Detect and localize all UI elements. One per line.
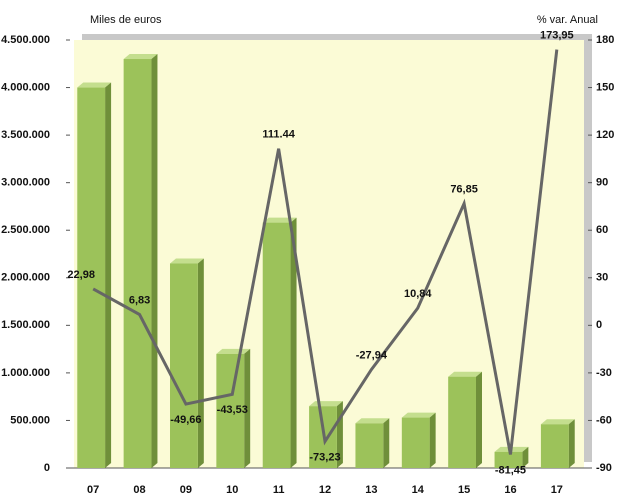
y2-tick-label: -30 (596, 367, 612, 379)
x-tick-label: 17 (551, 484, 563, 496)
y2-tick-label: 30 (596, 272, 608, 284)
y2-axis-title: % var. Anual (537, 14, 598, 26)
bar-top (77, 82, 112, 88)
bar-top (123, 54, 158, 60)
data-label: -43,53 (217, 404, 248, 416)
bar (77, 87, 106, 469)
bar-side (429, 412, 436, 468)
bar (170, 263, 198, 468)
bar-side (244, 348, 251, 468)
y-tick-label: 1.500.000 (1, 319, 50, 331)
bar (123, 59, 152, 469)
y-tick-label: 4.500.000 (1, 34, 50, 46)
data-label: -49,66 (170, 414, 201, 426)
y2-tick-label: 120 (596, 129, 614, 141)
bar-side (151, 54, 158, 469)
bar (448, 376, 476, 468)
bar-side (522, 446, 529, 468)
y-tick-label: 500.000 (10, 414, 50, 426)
bar (355, 423, 384, 468)
y-tick-label: 3.500.000 (1, 129, 50, 141)
y2-tick-label: -90 (596, 462, 612, 474)
bar (216, 353, 245, 468)
x-tick-label: 16 (504, 484, 516, 496)
data-label: 6,83 (129, 294, 150, 306)
x-tick-label: 11 (273, 484, 285, 496)
bar-top (355, 418, 390, 424)
y2-tick-label: 180 (596, 34, 614, 46)
data-label: -27,94 (356, 350, 388, 362)
data-label: 76,85 (450, 183, 478, 195)
bar-top (401, 412, 436, 418)
data-label: 10,84 (404, 288, 432, 300)
bar-top (170, 258, 204, 264)
y2-tick-label: 90 (596, 177, 608, 189)
bar (262, 222, 291, 468)
x-tick-label: 08 (133, 484, 145, 496)
data-label: -73,23 (309, 451, 340, 463)
y2-tick-label: 150 (596, 81, 614, 93)
y2-tick-label: 0 (596, 319, 602, 331)
bar-side (476, 371, 482, 468)
x-tick-label: 14 (412, 484, 425, 496)
bar (401, 417, 430, 468)
bar-side (290, 217, 297, 468)
data-label: -81,45 (495, 464, 526, 476)
bar-top (448, 371, 482, 377)
bar-side (383, 418, 390, 468)
x-tick-label: 15 (458, 484, 470, 496)
line (92, 49, 559, 455)
data-label: 22,98 (67, 269, 95, 281)
data-label: 111.44 (262, 129, 295, 141)
bar-side (105, 82, 112, 469)
y-axis-title: Miles de euros (90, 14, 162, 26)
x-tick-label: 09 (180, 484, 192, 496)
bar-side (197, 258, 204, 468)
y-tick-label: 4.000.000 (1, 81, 50, 93)
y2-tick-label: 60 (596, 224, 608, 236)
bar (494, 451, 523, 468)
y-tick-label: 2.000.000 (1, 272, 50, 284)
y-tick-label: 3.000.000 (1, 177, 50, 189)
x-tick-label: 13 (365, 484, 377, 496)
bar (540, 424, 569, 468)
y-tick-label: 2.500.000 (1, 224, 50, 236)
bar-side (568, 419, 575, 468)
bar-top (540, 419, 575, 425)
data-label: 173,95 (540, 29, 574, 41)
y-tick-label: 0 (44, 462, 50, 474)
x-tick-label: 10 (226, 484, 238, 496)
x-tick-label: 07 (87, 484, 99, 496)
y-tick-label: 1.000.000 (1, 367, 50, 379)
x-tick-label: 12 (319, 484, 331, 496)
bar-top (262, 217, 297, 223)
y2-tick-label: -60 (596, 414, 612, 426)
